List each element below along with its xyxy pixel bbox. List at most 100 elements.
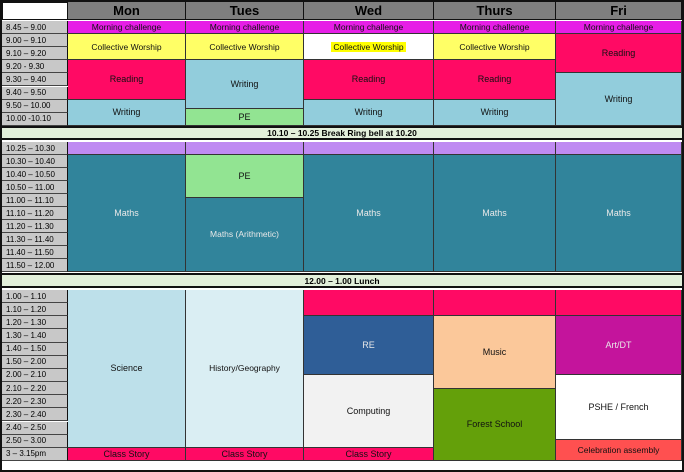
lesson-label: Class Story [345, 448, 392, 459]
time-slot: 2.10 – 2.20 [2, 382, 68, 396]
lesson-forest-school: Forest School [434, 388, 556, 461]
day-header-fri: Fri [556, 2, 682, 20]
lesson-label: Writing [112, 107, 141, 118]
lesson-label: Collective Worship [331, 41, 406, 52]
time-slot: 11.50 – 12.00 [2, 259, 68, 272]
time-slot: 1.10 – 1.20 [2, 303, 68, 317]
day-header-thurs: Thurs [434, 2, 556, 20]
lesson-label: Writing [354, 107, 383, 118]
time-slot: 10.25 – 10.30 [2, 142, 68, 155]
lesson-science: Science [68, 290, 186, 448]
lesson-writing: Writing [556, 73, 682, 126]
time-slot: 11.30 – 11.40 [2, 233, 68, 246]
lesson-label: Music [482, 346, 507, 357]
lesson-label: PE [238, 170, 251, 181]
lesson-empty [434, 142, 556, 155]
time-slot: 1.00 – 1.10 [2, 290, 68, 304]
lesson-morning-challenge: Morning challenge [304, 21, 434, 35]
lesson-label: Forest School [466, 419, 523, 430]
lesson-writing: Writing [304, 99, 434, 126]
time-slot: 1.50 – 2.00 [2, 355, 68, 369]
lesson-empty [68, 142, 186, 155]
lesson-label: Maths [606, 208, 631, 218]
lesson-label: Morning challenge [91, 22, 162, 33]
lesson-collective-worship: Collective Worship [434, 34, 556, 61]
lesson-label: Reading [109, 74, 144, 85]
lesson-label: Collective Worship [459, 41, 530, 52]
time-slot: 8.45 – 9.00 [2, 21, 68, 35]
lesson-maths-arithmetic: Maths (Arithmetic) [186, 197, 304, 272]
lesson-writing: Writing [68, 99, 186, 126]
lesson-music: Music [434, 316, 556, 389]
lesson-label: Celebration assembly [577, 444, 660, 455]
lesson-class-story: Class Story [68, 447, 186, 461]
lesson-label: Computing [346, 406, 391, 417]
lesson-empty [556, 290, 682, 317]
lesson-morning-challenge: Morning challenge [68, 21, 186, 35]
lesson-maths: Maths [304, 155, 434, 272]
time-slot: 2.50 – 3.00 [2, 434, 68, 448]
lesson-label: Class Story [103, 448, 150, 459]
lesson-label: RE [362, 340, 375, 351]
time-slot: 11.40 – 11.50 [2, 246, 68, 259]
time-slot: 9.00 – 9.10 [2, 34, 68, 48]
day-header-mon: Mon [68, 2, 186, 20]
lesson-label: Class Story [221, 448, 268, 459]
lesson-maths: Maths [434, 155, 556, 272]
lesson-history-geography: History/Geography [186, 290, 304, 448]
lesson-pe: PE [186, 108, 304, 126]
lesson-label: History/Geography [209, 363, 280, 374]
lesson-label: Art/DT [605, 340, 632, 351]
time-slot: 2.30 – 2.40 [2, 408, 68, 422]
lesson-label: Morning challenge [209, 22, 280, 33]
time-slot: 1.40 – 1.50 [2, 342, 68, 356]
time-slot: 2.40 – 2.50 [2, 421, 68, 435]
break-band: 10.10 – 10.25 Break Ring bell at 10.20 [2, 126, 682, 140]
lesson-label: Morning challenge [583, 22, 654, 33]
lesson-label: Science [110, 363, 143, 374]
lesson-label: Maths [482, 208, 507, 218]
time-slot: 10.40 – 10.50 [2, 168, 68, 181]
lesson-label: Collective Worship [209, 41, 280, 52]
time-slot: 2.00 – 2.10 [2, 368, 68, 383]
lesson-reading: Reading [68, 60, 186, 100]
lesson-label: PSHE / French [588, 402, 649, 413]
time-slot: 3 – 3.15pm [2, 447, 68, 461]
time-slot: 9.50 – 10.00 [2, 99, 68, 113]
lesson-empty [304, 290, 434, 317]
lesson-label: Maths [114, 208, 139, 218]
lesson-label: Morning challenge [459, 22, 530, 33]
time-slot: 11.00 – 11.10 [2, 194, 68, 207]
lesson-label: Morning challenge [333, 22, 404, 33]
lesson-reading: Reading [304, 60, 434, 100]
time-slot: 9.20 - 9.30 [2, 60, 68, 74]
lesson-empty [186, 142, 304, 155]
lesson-class-story: Class Story [186, 447, 304, 461]
lesson-label: Reading [601, 48, 636, 59]
time-slot: 2.20 – 2.30 [2, 395, 68, 409]
lesson-label: Reading [477, 74, 512, 85]
time-slot: 9.30 – 9.40 [2, 73, 68, 87]
lesson-label: Maths [356, 208, 381, 218]
lesson-empty [304, 142, 434, 155]
lesson-writing: Writing [434, 99, 556, 126]
lesson-label: Writing [604, 94, 633, 105]
lesson-empty [556, 142, 682, 155]
lesson-computing: Computing [304, 375, 434, 448]
lesson-collective-worship: Collective Worship [68, 34, 186, 61]
lesson-maths: Maths [556, 155, 682, 272]
time-slot: 10.50 – 11.00 [2, 181, 68, 194]
lesson-pe: PE [186, 155, 304, 198]
lesson-maths: Maths [68, 155, 186, 272]
lesson-celebration-assembly: Celebration assembly [556, 439, 682, 461]
lesson-label: Collective Worship [91, 41, 162, 52]
lesson-empty [434, 290, 556, 317]
lesson-label: Maths (Arithmetic) [210, 229, 279, 240]
lesson-label: Writing [230, 79, 259, 90]
time-slot: 11.10 – 11.20 [2, 207, 68, 220]
time-slot: 1.20 – 1.30 [2, 316, 68, 330]
time-slot: 10.30 – 10.40 [2, 155, 68, 168]
time-slot: 11.20 – 11.30 [2, 220, 68, 233]
